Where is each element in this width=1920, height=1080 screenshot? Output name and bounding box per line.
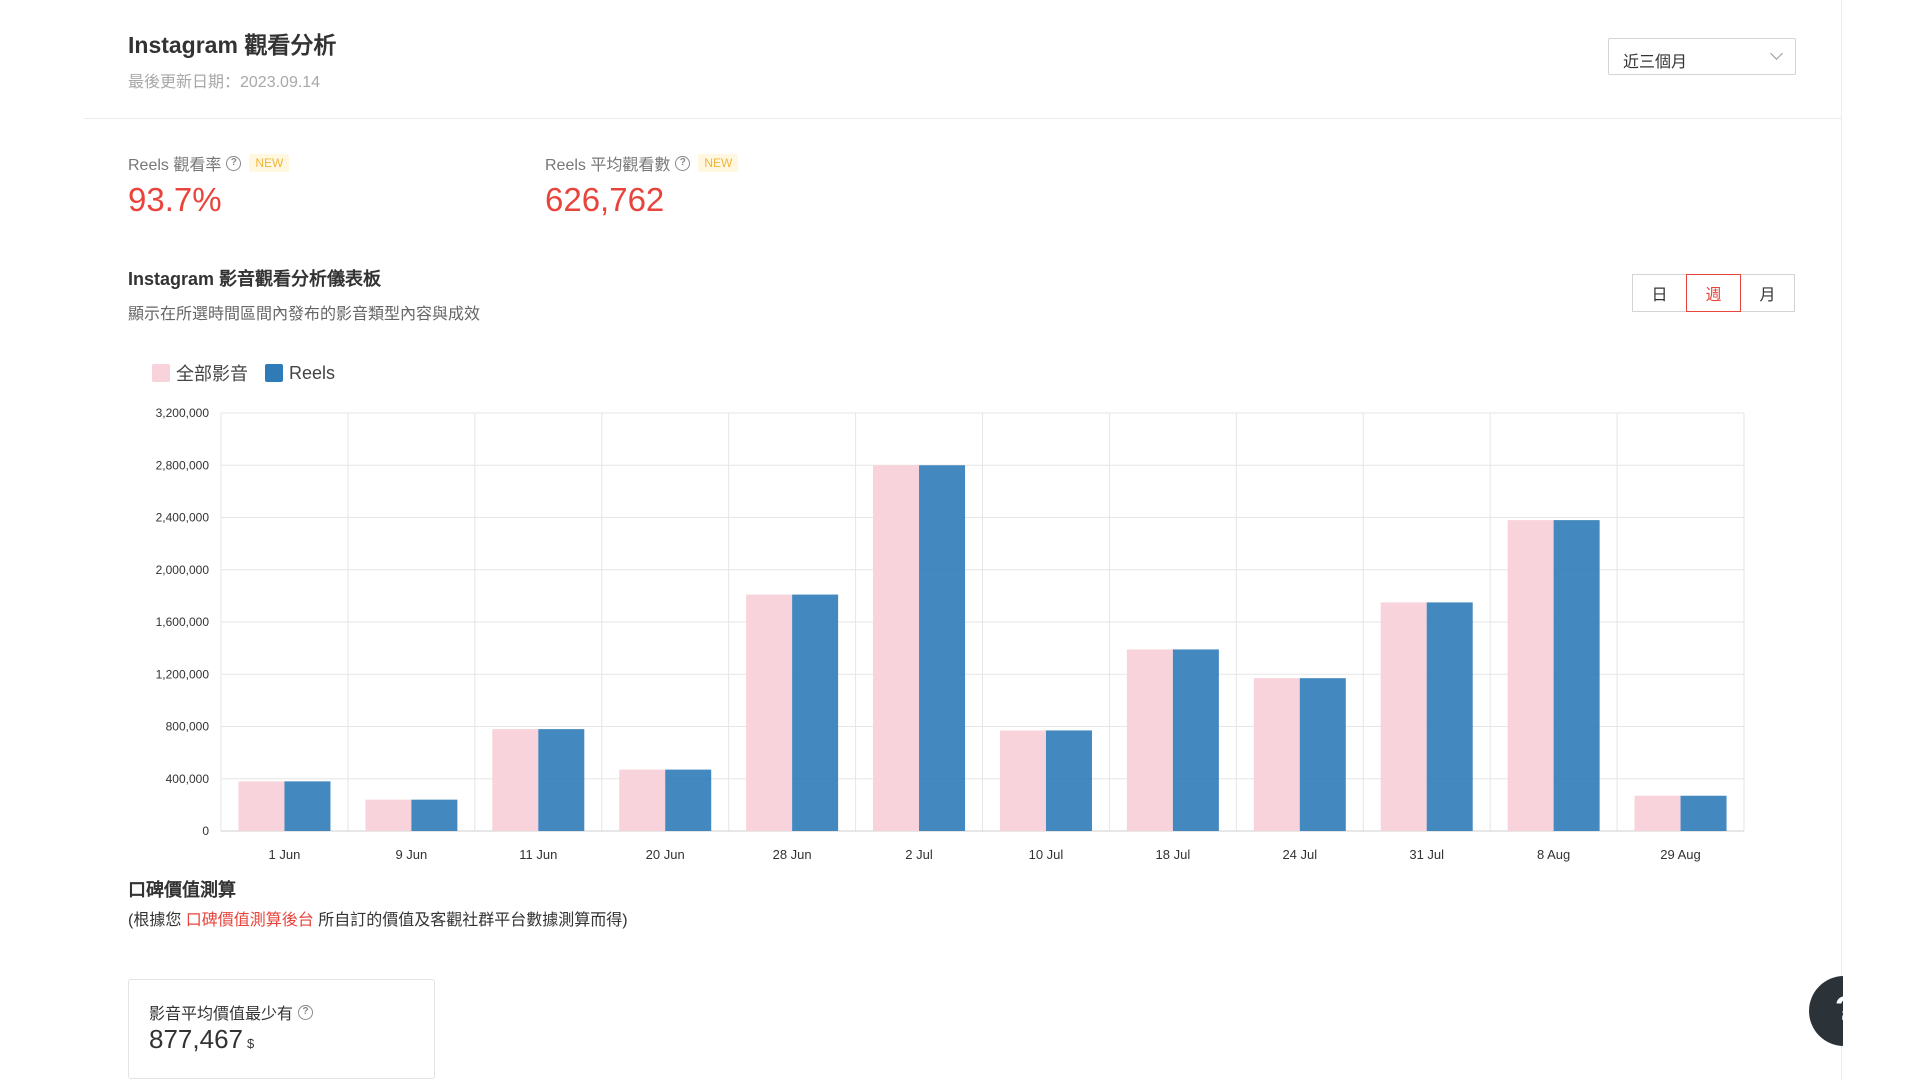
- page-title: Instagram 觀看分析: [128, 32, 337, 58]
- period-week-button[interactable]: 週: [1686, 274, 1741, 312]
- metric-reels-avg-views: Reels 平均觀看數 ? NEW 626,762: [545, 151, 739, 219]
- x-tick-label: 20 Jun: [646, 847, 685, 862]
- new-badge: NEW: [249, 154, 290, 172]
- x-tick-label: 2 Jul: [905, 847, 933, 862]
- bar-all-videos: [746, 594, 793, 831]
- bar-all-videos: [619, 769, 666, 831]
- y-tick-label: 2,400,000: [156, 511, 210, 525]
- bar-reels: [919, 465, 966, 831]
- x-tick-label: 29 Aug: [1660, 847, 1701, 862]
- y-tick-label: 0: [202, 824, 209, 838]
- date-range-select[interactable]: 近三個月: [1608, 38, 1796, 75]
- bar-reels: [792, 594, 839, 831]
- legend-label: 全部影音: [176, 364, 248, 384]
- x-tick-label: 10 Jul: [1029, 847, 1064, 862]
- question-circle-icon[interactable]: ?: [298, 1004, 314, 1020]
- x-tick-label: 1 Jun: [269, 847, 301, 862]
- bar-all-videos: [1380, 602, 1427, 831]
- metric-label: Reels 觀看率: [128, 157, 222, 174]
- wom-desc-suffix: 所自訂的價值及客觀社群平台數據測算而得): [313, 912, 628, 929]
- analytics-panel: Instagram 觀看分析 最後更新日期：2023.09.14 近三個月 Re…: [84, 0, 1842, 1080]
- dashboard-title: Instagram 影音觀看分析儀表板: [128, 269, 382, 289]
- question-circle-icon[interactable]: ?: [675, 155, 691, 171]
- bar-reels: [1426, 602, 1473, 831]
- avg-value-amount: 877,467: [149, 1024, 243, 1054]
- metric-label: Reels 平均觀看數: [545, 157, 671, 174]
- x-tick-label: 9 Jun: [395, 847, 427, 862]
- bar-reels: [665, 769, 712, 831]
- period-day-button[interactable]: 日: [1632, 274, 1687, 312]
- x-tick-label: 8 Aug: [1537, 847, 1570, 862]
- bar-all-videos: [238, 781, 285, 831]
- x-tick-label: 31 Jul: [1409, 847, 1444, 862]
- bar-reels: [284, 781, 331, 831]
- bar-reels: [411, 799, 458, 831]
- bar-all-videos: [873, 465, 920, 831]
- avg-value-card: 影音平均價值最少有 ? 877,467 $: [128, 979, 435, 1079]
- y-tick-label: 3,200,000: [156, 406, 210, 420]
- y-tick-label: 2,800,000: [156, 458, 210, 472]
- y-tick-label: 800,000: [166, 720, 210, 734]
- y-tick-label: 1,600,000: [156, 615, 210, 629]
- legend-item-reels[interactable]: Reels: [265, 363, 335, 384]
- wom-settings-link[interactable]: 口碑價值測算後台: [185, 912, 314, 929]
- bar-reels: [1553, 520, 1600, 831]
- x-tick-label: 28 Jun: [773, 847, 812, 862]
- metric-value: 626,762: [545, 181, 665, 218]
- question-circle-icon[interactable]: ?: [226, 155, 242, 171]
- period-month-button[interactable]: 月: [1740, 274, 1795, 312]
- y-tick-label: 2,000,000: [156, 563, 210, 577]
- bar-all-videos: [999, 730, 1046, 831]
- metric-reels-view-rate: Reels 觀看率 ? NEW 93.7%: [128, 151, 290, 219]
- avg-value-label: 影音平均價值最少有: [149, 1006, 294, 1023]
- last-updated-date: 最後更新日期：2023.09.14: [128, 74, 321, 91]
- bar-all-videos: [492, 729, 539, 831]
- wom-desc-prefix: (根據您: [128, 912, 186, 929]
- wom-description: (根據您 口碑價值測算後台 所自訂的價值及客觀社群平台數據測算而得): [128, 906, 628, 930]
- x-tick-label: 11 Jun: [519, 847, 557, 862]
- chevron-down-icon: [1770, 47, 1783, 60]
- x-tick-label: 18 Jul: [1156, 847, 1191, 862]
- bar-reels: [1680, 795, 1727, 831]
- new-badge: NEW: [698, 154, 739, 172]
- metric-value: 93.7%: [128, 181, 222, 218]
- bar-reels: [1172, 649, 1219, 831]
- currency-unit: $: [246, 1036, 255, 1051]
- period-toggle: 日 週 月: [1632, 274, 1795, 312]
- bar-reels: [538, 729, 585, 831]
- page-edge: [1843, 950, 1920, 1080]
- bar-all-videos: [1507, 520, 1554, 831]
- bar-all-videos: [1253, 678, 1300, 831]
- y-tick-label: 400,000: [166, 772, 210, 786]
- wom-title: 口碑價值測算: [128, 880, 236, 900]
- legend-swatch: [265, 364, 283, 382]
- bar-reels: [1299, 678, 1346, 831]
- x-tick-label: 24 Jul: [1282, 847, 1317, 862]
- legend-item-all-videos[interactable]: 全部影音: [152, 360, 248, 386]
- page-header: Instagram 觀看分析 最後更新日期：2023.09.14 近三個月: [84, 0, 1842, 119]
- bar-all-videos: [1126, 649, 1173, 831]
- bar-all-videos: [1634, 795, 1681, 831]
- chart-legend: 全部影音 Reels: [152, 360, 352, 386]
- legend-label: Reels: [289, 362, 336, 383]
- bar-all-videos: [365, 799, 412, 831]
- bar-reels: [1045, 730, 1092, 831]
- legend-swatch: [152, 364, 170, 382]
- views-bar-chart: 3,200,000 2,800,000 2,400,000 2,000,000 1,60…: [156, 406, 1745, 862]
- y-tick-label: 1,200,000: [156, 667, 210, 681]
- date-range-value: 近三個月: [1623, 54, 1688, 71]
- dashboard-subtitle: 顯示在所選時間區間內發布的影音類型內容與成效: [128, 306, 481, 323]
